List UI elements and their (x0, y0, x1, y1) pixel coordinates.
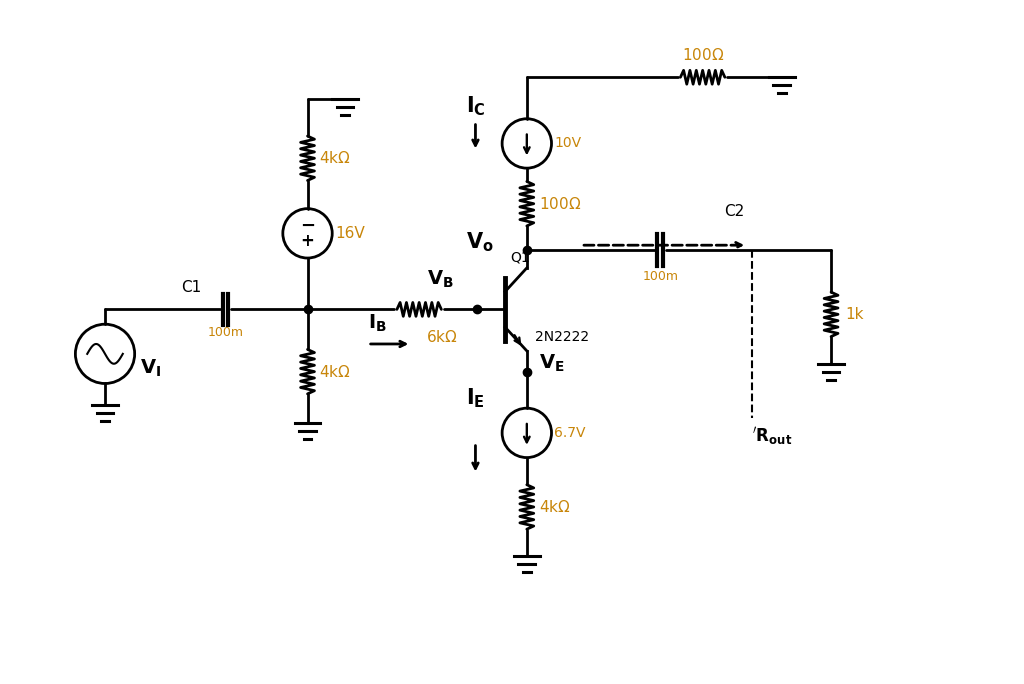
Text: 100m: 100m (642, 270, 678, 283)
Text: $\mathbf{V_I}$: $\mathbf{V_I}$ (139, 358, 161, 380)
Text: $\mathbf{I_E}$: $\mathbf{I_E}$ (466, 386, 485, 410)
Text: 4k$\Omega$: 4k$\Omega$ (539, 499, 570, 515)
Text: C1: C1 (181, 280, 201, 295)
Text: 100m: 100m (208, 326, 244, 339)
Text: $\mathbf{I_C}$: $\mathbf{I_C}$ (466, 94, 485, 118)
Text: 4k$\Omega$: 4k$\Omega$ (319, 364, 351, 380)
Text: 2N2222: 2N2222 (535, 330, 589, 344)
Text: $\mathbf{V_E}$: $\mathbf{V_E}$ (539, 353, 564, 374)
Text: 6.7V: 6.7V (554, 426, 586, 440)
Text: 1k: 1k (845, 307, 863, 322)
Text: 100$\Omega$: 100$\Omega$ (539, 196, 581, 212)
Text: +: + (301, 233, 314, 250)
Text: 16V: 16V (335, 226, 365, 241)
Text: $\mathbf{I_B}$: $\mathbf{I_B}$ (369, 313, 387, 334)
Text: 6k$\Omega$: 6k$\Omega$ (426, 329, 458, 345)
Text: 100$\Omega$: 100$\Omega$ (682, 47, 724, 64)
Text: $\mathbf{V_o}$: $\mathbf{V_o}$ (466, 231, 494, 254)
Text: C2: C2 (724, 204, 744, 218)
Text: −: − (300, 216, 315, 235)
Text: 10V: 10V (554, 136, 582, 150)
Text: 4k$\Omega$: 4k$\Omega$ (319, 150, 351, 166)
Text: $\mathbf{'R_{out}}$: $\mathbf{'R_{out}}$ (752, 425, 793, 447)
Text: $\mathbf{V_B}$: $\mathbf{V_B}$ (427, 269, 455, 291)
Text: Q1: Q1 (510, 251, 529, 265)
